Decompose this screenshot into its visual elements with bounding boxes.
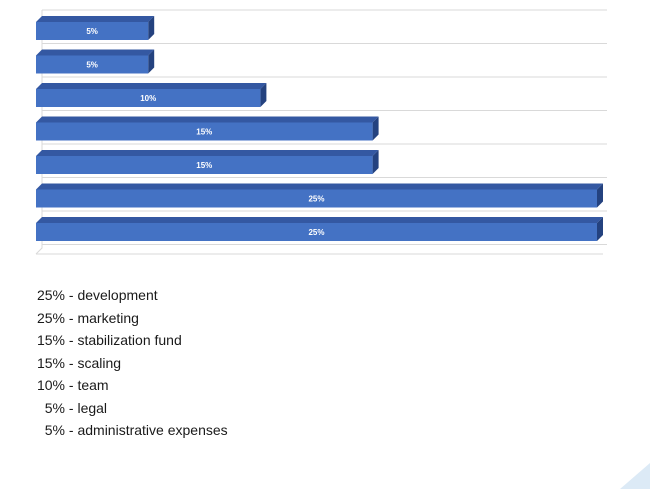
bar-side-face	[260, 83, 267, 107]
allocation-label: administrative expenses	[77, 422, 228, 438]
allocation-list: 25% - development 25% - marketing 15% - …	[29, 284, 228, 442]
bar	[36, 22, 149, 40]
bar-side-face	[148, 16, 155, 40]
allocation-separator: -	[65, 309, 78, 326]
bar-side-face	[597, 183, 603, 208]
bar-top-face	[36, 83, 267, 89]
allocation-percent: 15%	[36, 332, 65, 348]
allocation-separator: -	[65, 354, 78, 371]
bar-top-face	[36, 150, 379, 156]
allocation-label: team	[77, 377, 109, 393]
bar-top-face	[36, 183, 603, 190]
bar	[36, 89, 261, 107]
allocation-separator: -	[65, 377, 78, 393]
allocation-percent: 5%	[44, 399, 65, 416]
bar-top-face	[36, 16, 155, 22]
allocation-separator: -	[65, 422, 78, 438]
allocation-item: 5% - administrative expenses	[29, 419, 228, 442]
bar-data-label: 5%	[86, 27, 98, 36]
allocation-percent: 15%	[36, 354, 65, 371]
bar	[36, 156, 373, 174]
bar-side-face	[148, 49, 155, 74]
bar	[36, 122, 373, 141]
allocation-item: 15% - scaling	[29, 352, 228, 375]
bar-chart: 5% 5% 10% 15% 15% 25% 25%	[35, 9, 607, 255]
bar	[36, 189, 597, 208]
bar-data-label: 25%	[308, 228, 324, 237]
bar-data-label: 10%	[140, 94, 156, 103]
allocation-percent: 5%	[44, 422, 65, 438]
bar-data-label: 15%	[196, 161, 212, 170]
bar-top-face	[36, 217, 603, 223]
allocation-label: stabilization fund	[77, 332, 182, 348]
allocation-separator: -	[65, 332, 78, 348]
allocation-separator: -	[65, 287, 78, 303]
allocation-label: marketing	[77, 309, 139, 326]
bar-data-label: 15%	[196, 128, 212, 137]
corner-decoration	[620, 463, 650, 489]
allocation-label: scaling	[77, 354, 122, 371]
allocation-label: legal	[77, 399, 108, 416]
allocation-percent: 25%	[36, 309, 65, 326]
allocation-percent: 10%	[36, 377, 65, 393]
corner-triangle	[620, 463, 650, 489]
bar-side-face	[372, 150, 379, 174]
bar-side-face	[372, 116, 379, 141]
bar	[36, 223, 597, 241]
allocation-percent: 25%	[36, 287, 65, 303]
bar-data-label: 25%	[308, 195, 324, 204]
allocation-label: development	[77, 287, 158, 303]
bar	[36, 55, 149, 74]
bar-side-face	[597, 217, 603, 241]
allocation-item: 5% - legal	[29, 397, 228, 420]
allocation-item: 25% - marketing	[29, 307, 228, 330]
allocation-item: 25% - development	[29, 284, 228, 307]
bar-top-face	[36, 116, 379, 123]
bar-top-face	[36, 49, 155, 56]
bar-data-label: 5%	[86, 61, 98, 70]
allocation-separator: -	[65, 399, 78, 416]
allocation-item: 10% - team	[29, 374, 228, 397]
allocation-item: 15% - stabilization fund	[29, 329, 228, 352]
